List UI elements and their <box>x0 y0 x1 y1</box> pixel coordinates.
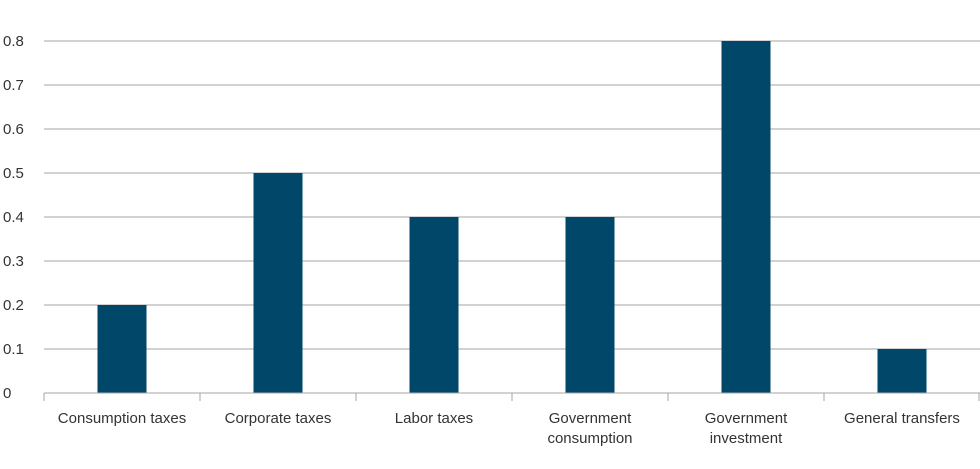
y-tick-label: 0.6 <box>3 121 24 138</box>
x-category-label: Consumption taxes <box>58 410 186 427</box>
y-tick-label: 0.3 <box>3 253 24 270</box>
y-tick-label: 0.8 <box>3 33 24 50</box>
bar <box>877 349 927 393</box>
x-category-label: Government consumption <box>547 410 632 447</box>
y-tick-label: 0 <box>3 385 11 402</box>
x-category-label: General transfers <box>844 410 960 427</box>
y-tick-label: 0.1 <box>3 341 24 358</box>
x-category-label: Labor taxes <box>395 410 473 427</box>
x-category-label: Government investment <box>705 410 788 447</box>
x-category-label: Corporate taxes <box>225 410 332 427</box>
bar <box>565 217 615 393</box>
y-tick-label: 0.7 <box>3 77 24 94</box>
gridlines <box>44 40 980 350</box>
y-tick-label: 0.4 <box>3 209 24 226</box>
y-tick-label: 0.2 <box>3 297 24 314</box>
bar <box>97 305 147 393</box>
bar <box>721 41 771 393</box>
y-tick-label: 0.5 <box>3 165 24 182</box>
y-axis-tick-labels: 0 0.1 0.2 0.3 0.4 0.5 0.6 0.7 0.8 <box>3 33 24 402</box>
bar <box>253 173 303 393</box>
x-axis <box>43 392 980 401</box>
x-axis-category-labels: Consumption taxes Corporate taxes Labor ta… <box>58 410 960 447</box>
bars <box>97 41 927 393</box>
bar <box>409 217 459 393</box>
